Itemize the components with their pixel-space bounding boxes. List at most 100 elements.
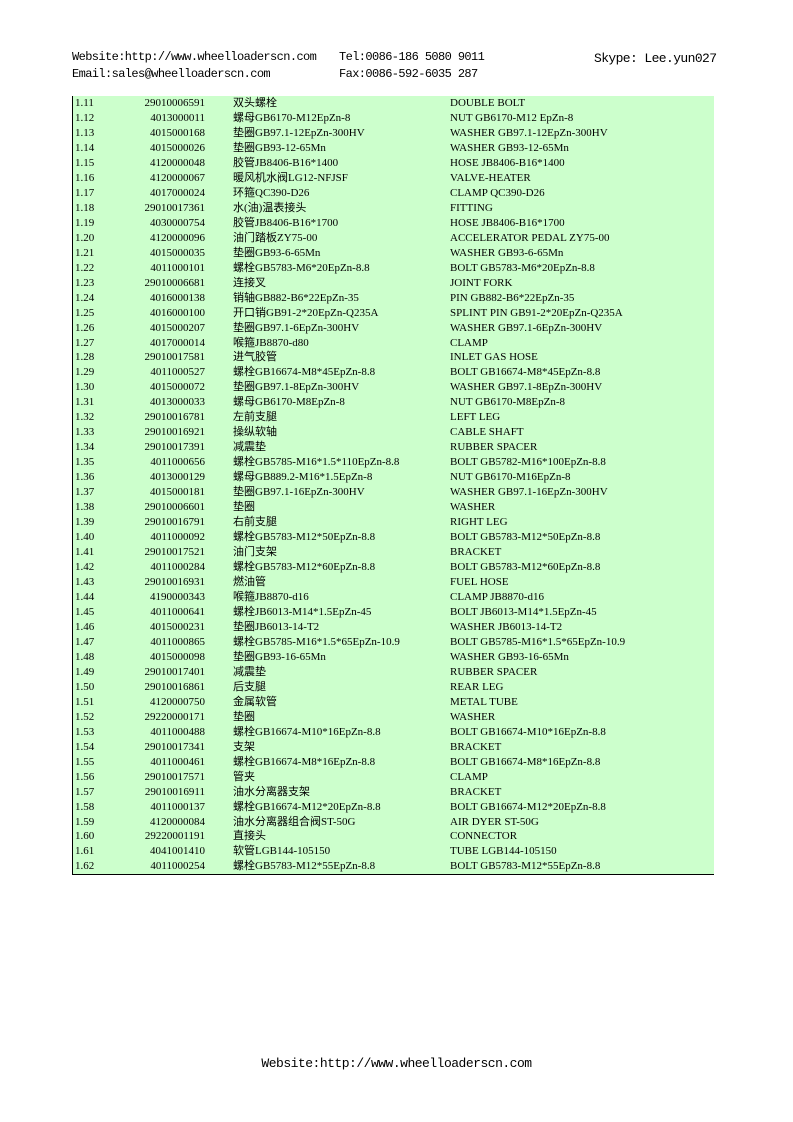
part-code: 29010016911 (144, 785, 205, 798)
chinese-name: 螺栓GB5785-M16*1.5*110EpZn-8.8 (233, 456, 400, 469)
english-name: WASHER GB97.1-6EpZn-300HV (450, 321, 603, 334)
chinese-name: 软管LGB144-105150 (233, 845, 331, 858)
part-code: 29010016781 (144, 411, 206, 424)
table-row: 1.30 4015000072 垫圈GB97.1-8EpZn-300HV WASHER… (73, 380, 714, 395)
table-row: 1.34 29010017391 减震垫 RUBBER SPACER (73, 440, 714, 455)
table-row: 1.25 4016000100 开口销GB91-2*20EpZn-Q235A SPLI… (73, 306, 714, 321)
part-code: 4015000168 (150, 126, 205, 139)
english-name: NUT GB6170-M16EpZn-8 (450, 471, 571, 484)
chinese-name: 管夹 (233, 770, 255, 783)
table-row: 1.57 29010016911 油水分离器支架 BRACKET (73, 785, 714, 800)
table-row: 1.24 4016000138 销轴GB882-B6*22EpZn-35 PIN GB… (73, 291, 714, 306)
english-name: CABLE SHAFT (450, 426, 524, 439)
item-number: 1.53 (75, 725, 95, 738)
part-code: 29010017341 (144, 740, 206, 753)
chinese-name: 操纵软轴 (233, 426, 277, 439)
part-code: 4015000072 (150, 381, 205, 394)
table-row: 1.17 4017000024 环箍QC390-D26 CLAMP QC390-D26 (73, 186, 714, 201)
part-code: 4120000067 (150, 171, 205, 184)
table-row: 1.40 4011000092 螺栓GB5783-M12*50EpZn-8.8 BOL… (73, 530, 714, 545)
part-code: 29220001191 (144, 830, 205, 843)
english-name: PIN GB882-B6*22EpZn-35 (450, 291, 575, 304)
english-name: VALVE-HEATER (450, 171, 531, 184)
chinese-name: 垫圈GB97.1-6EpZn-300HV (233, 321, 360, 334)
header-website: Website:http://www.wheelloaderscn.com (72, 50, 317, 64)
chinese-name: 螺母GB6170-M8EpZn-8 (233, 396, 345, 409)
english-name: HOSE JB8406-B16*1700 (450, 216, 565, 229)
item-number: 1.36 (75, 471, 95, 484)
item-number: 1.54 (75, 740, 95, 753)
table-row: 1.51 4120000750 金属软管 METAL TUBE (73, 695, 714, 710)
item-number: 1.25 (75, 306, 95, 319)
item-number: 1.45 (75, 605, 95, 618)
part-code: 4120000096 (150, 231, 205, 244)
part-code: 4120000084 (150, 815, 205, 828)
english-name: AIR DYER ST-50G (450, 815, 539, 828)
english-name: CLAMP (450, 770, 488, 783)
item-number: 1.58 (75, 800, 95, 813)
table-row: 1.60 29220001191 直接头 CONNECTOR (73, 829, 714, 844)
table-row: 1.11 29010006591 双头螺栓 DOUBLE BOLT (73, 96, 714, 111)
chinese-name: 连接叉 (233, 276, 266, 289)
part-code: 29010006601 (144, 501, 206, 514)
part-code: 4013000129 (150, 471, 205, 484)
part-code: 4016000138 (150, 291, 205, 304)
part-code: 4015000231 (150, 620, 205, 633)
table-row: 1.59 4120000084 油水分离器组合阀ST-50G AIR DYER ST-… (73, 815, 714, 830)
item-number: 1.24 (75, 291, 95, 304)
table-row: 1.39 29010016791 右前支腿 RIGHT LEG (73, 515, 714, 530)
english-name: CLAMP QC390-D26 (450, 186, 545, 199)
english-name: BOLT GB5785-M16*1.5*65EpZn-10.9 (450, 635, 626, 648)
english-name: BOLT GB5783-M6*20EpZn-8.8 (450, 261, 595, 274)
part-code: 4120000048 (150, 156, 205, 169)
chinese-name: 垫圈GB97.1-12EpZn-300HV (233, 126, 365, 139)
english-name: WASHER GB93-16-65Mn (450, 650, 569, 663)
chinese-name: 垫圈JB6013-14-T2 (233, 620, 320, 633)
english-name: WASHER GB97.1-8EpZn-300HV (450, 381, 603, 394)
item-number: 1.62 (75, 860, 95, 873)
item-number: 1.29 (75, 366, 95, 379)
chinese-name: 油门踏板ZY75-00 (233, 231, 318, 244)
item-number: 1.37 (75, 486, 95, 499)
english-name: FUEL HOSE (450, 576, 509, 588)
item-number: 1.52 (75, 710, 95, 723)
table-row: 1.20 4120000096 油门踏板ZY75-00 ACCELERATOR PED… (73, 231, 714, 246)
chinese-name: 螺栓GB5783-M12*55EpZn-8.8 (233, 860, 376, 873)
item-number: 1.20 (75, 231, 95, 244)
item-number: 1.23 (75, 276, 95, 289)
english-name: BRACKET (450, 740, 502, 753)
english-name: BOLT GB5783-M12*50EpZn-8.8 (450, 531, 601, 544)
part-code: 4011000101 (150, 261, 205, 274)
item-number: 1.39 (75, 516, 95, 529)
part-code: 4011000137 (150, 800, 205, 813)
item-number: 1.46 (75, 620, 95, 633)
item-number: 1.14 (75, 141, 95, 154)
chinese-name: 胶管JB8406-B16*1400 (233, 156, 339, 169)
chinese-name: 暖风机水阀LG12-NFJSF (233, 171, 348, 184)
english-name: BOLT GB16674-M8*16EpZn-8.8 (450, 755, 601, 768)
part-code: 29220000171 (144, 710, 206, 723)
table-row: 1.50 29010016861 后支腿 REAR LEG (73, 680, 714, 695)
part-code: 4015000035 (150, 246, 205, 259)
english-name: METAL TUBE (450, 695, 518, 708)
english-name: ACCELERATOR PEDAL ZY75-00 (450, 231, 610, 244)
chinese-name: 垫圈GB93-12-65Mn (233, 141, 326, 154)
chinese-name: 燃油管 (233, 576, 266, 588)
english-name: WASHER (450, 501, 496, 514)
chinese-name: 直接头 (233, 830, 266, 843)
part-code: 4017000024 (150, 186, 205, 199)
part-code: 29010016861 (144, 680, 206, 693)
item-number: 1.44 (75, 590, 95, 603)
table-row: 1.44 4190000343 喉箍JB8870-d16 CLAMP JB8870-d… (73, 590, 714, 605)
item-number: 1.60 (75, 830, 95, 843)
part-code: 4011000527 (150, 366, 205, 379)
chinese-name: 右前支腿 (233, 516, 277, 529)
table-row: 1.31 4013000033 螺母GB6170-M8EpZn-8 NUT GB617… (73, 395, 714, 410)
item-number: 1.13 (75, 126, 95, 139)
chinese-name: 螺栓GB16674-M10*16EpZn-8.8 (233, 725, 381, 738)
english-name: INLET GAS HOSE (450, 351, 538, 364)
english-name: CLAMP JB8870-d16 (450, 590, 545, 603)
english-name: WASHER GB97.1-12EpZn-300HV (450, 126, 608, 139)
english-name: BOLT GB5782-M16*100EpZn-8.8 (450, 456, 606, 469)
english-name: TUBE LGB144-105150 (450, 845, 557, 858)
